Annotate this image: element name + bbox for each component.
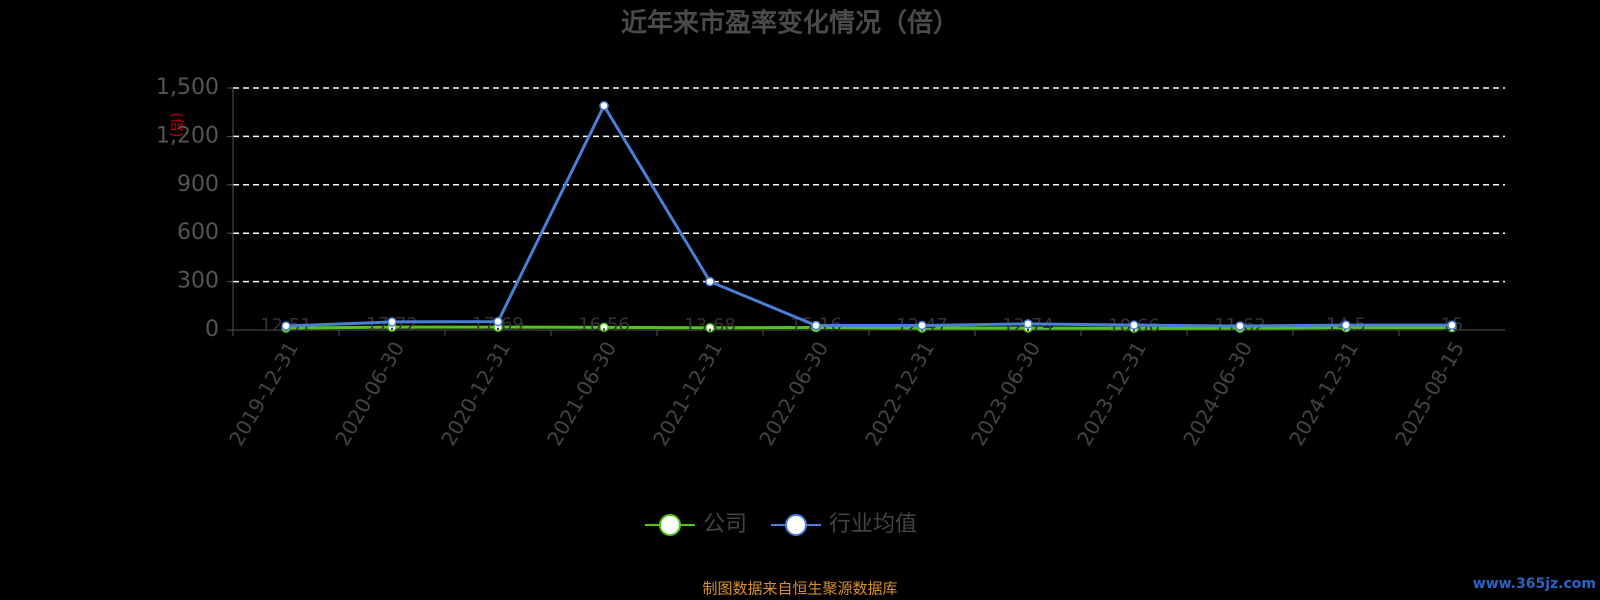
data-point (1129, 320, 1139, 330)
data-label: 13.68 (684, 315, 736, 336)
series-line (285, 102, 1452, 328)
legend-label: 行业均值 (829, 512, 917, 537)
data-point (705, 276, 715, 287)
data-point (281, 321, 291, 331)
legend-marker (659, 514, 681, 536)
x-tick-label: 2024-06-30 (1178, 337, 1257, 450)
data-point (387, 317, 397, 327)
x-tick-label: 2023-12-31 (1072, 337, 1151, 450)
data-point (705, 323, 715, 333)
watermark: www.365jz.com (1473, 576, 1596, 592)
x-tick-label: 2021-12-31 (648, 337, 727, 450)
chart-title: 近年来市盈率变化情况（倍） (621, 8, 959, 39)
y-tick-label: 1,200 (156, 123, 219, 148)
x-tick-label: 2022-06-30 (754, 337, 833, 450)
x-tick-label: 2023-06-30 (966, 337, 1045, 450)
x-tick-label: 2024-12-31 (1284, 337, 1363, 450)
x-tick-label: 2020-12-31 (436, 337, 515, 450)
x-tick-label: 2025-08-15 (1390, 337, 1469, 450)
legend-marker (785, 514, 807, 536)
x-tick-label: 2022-12-31 (860, 337, 939, 450)
y-tick-label: 900 (177, 172, 219, 197)
source-note: 制图数据来自恒生聚源数据库 (702, 580, 897, 598)
data-point (1341, 320, 1351, 330)
y-axis-label: (倍) (168, 113, 184, 138)
data-point (599, 322, 609, 333)
data-point (1023, 319, 1033, 329)
x-tick-label: 2019-12-31 (224, 337, 303, 450)
data-point (811, 320, 821, 331)
data-point (493, 316, 503, 327)
y-tick-label: 1,500 (156, 75, 219, 100)
x-tick-label: 2020-06-30 (330, 337, 409, 450)
data-label: 16.56 (578, 314, 630, 335)
y-tick-label: 600 (177, 220, 219, 245)
data-point (917, 320, 927, 331)
y-tick-label: 300 (177, 269, 219, 294)
data-point (599, 100, 609, 111)
legend-label: 公司 (703, 512, 747, 537)
x-tick-label: 2021-06-30 (542, 337, 621, 450)
y-tick-label: 0 (205, 317, 219, 342)
data-point (1447, 320, 1457, 330)
data-point (1235, 321, 1245, 331)
series-line (285, 325, 1453, 330)
